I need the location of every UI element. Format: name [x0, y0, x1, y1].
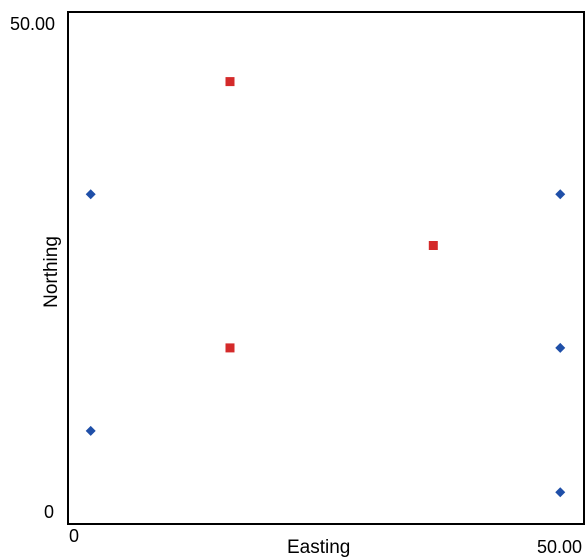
point-diamond-0-0 — [85, 189, 96, 200]
x-tick-label-min: 0 — [69, 526, 79, 546]
data-points — [85, 77, 566, 498]
point-square-1-2 — [428, 241, 438, 250]
point-diamond-0-4 — [555, 487, 566, 498]
x-axis-label: Easting — [287, 537, 350, 558]
point-square-1-1 — [225, 343, 235, 353]
y-tick-label-min: 0 — [44, 502, 54, 522]
point-diamond-0-3 — [555, 342, 566, 353]
y-axis-label: Northing — [41, 236, 62, 308]
plot-area — [67, 11, 585, 525]
point-square-1-0 — [225, 77, 235, 87]
y-tick-label-max: 50.00 — [10, 14, 55, 34]
point-diamond-0-1 — [85, 425, 96, 436]
x-tick-label-max: 50.00 — [537, 537, 582, 557]
point-diamond-0-2 — [555, 189, 566, 200]
